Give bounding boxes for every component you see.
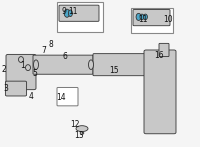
- FancyBboxPatch shape: [57, 87, 78, 106]
- Text: 11: 11: [68, 6, 78, 16]
- Ellipse shape: [80, 132, 84, 134]
- FancyBboxPatch shape: [33, 55, 93, 74]
- FancyBboxPatch shape: [93, 54, 155, 76]
- Text: 12: 12: [70, 120, 80, 129]
- Ellipse shape: [76, 126, 88, 132]
- Text: 9: 9: [62, 6, 66, 16]
- Ellipse shape: [64, 9, 70, 17]
- Text: 14: 14: [56, 93, 66, 102]
- Text: 2: 2: [1, 65, 6, 74]
- Text: 10: 10: [163, 15, 173, 24]
- FancyBboxPatch shape: [144, 50, 176, 134]
- Text: 8: 8: [49, 40, 53, 49]
- FancyBboxPatch shape: [5, 81, 27, 96]
- FancyBboxPatch shape: [133, 10, 170, 26]
- Text: 7: 7: [42, 46, 46, 55]
- Ellipse shape: [88, 60, 94, 70]
- Ellipse shape: [136, 13, 141, 20]
- Text: 5: 5: [33, 69, 37, 78]
- Text: 4: 4: [29, 92, 33, 101]
- Ellipse shape: [68, 10, 72, 17]
- Text: 11: 11: [138, 15, 148, 24]
- Ellipse shape: [34, 60, 38, 70]
- Ellipse shape: [26, 65, 31, 71]
- Text: 15: 15: [109, 66, 119, 75]
- Ellipse shape: [18, 57, 24, 62]
- Text: 6: 6: [63, 52, 67, 61]
- FancyBboxPatch shape: [159, 43, 169, 57]
- Text: 3: 3: [4, 84, 8, 93]
- Text: 16: 16: [154, 51, 164, 60]
- FancyBboxPatch shape: [59, 5, 99, 21]
- FancyBboxPatch shape: [131, 8, 173, 33]
- Ellipse shape: [143, 14, 147, 20]
- FancyBboxPatch shape: [57, 2, 103, 32]
- Text: 13: 13: [74, 131, 84, 140]
- FancyBboxPatch shape: [6, 54, 36, 90]
- Text: 1: 1: [21, 61, 25, 70]
- Ellipse shape: [140, 14, 144, 20]
